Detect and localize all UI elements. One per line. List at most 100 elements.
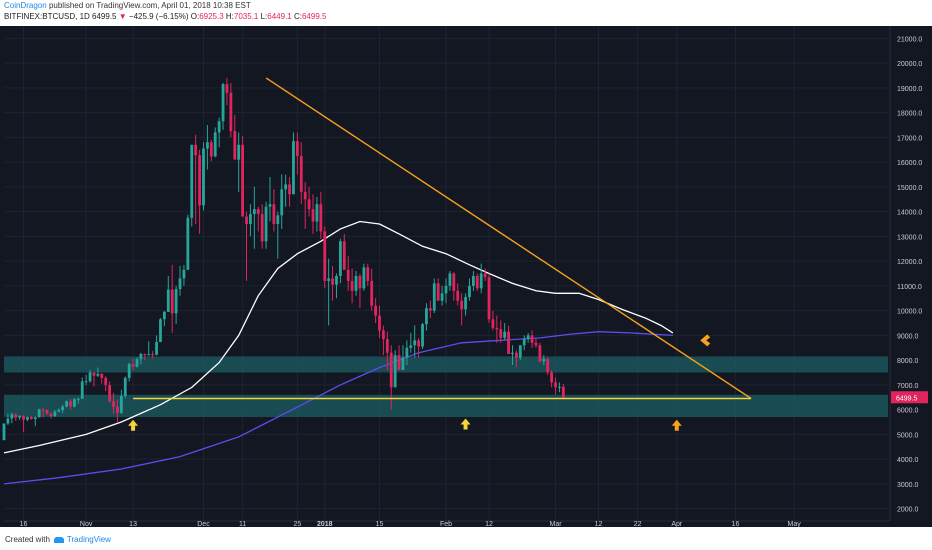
candle (155, 335, 158, 356)
candle (280, 174, 284, 229)
last-price-tag (891, 391, 928, 404)
author-link[interactable]: CoinDragon (4, 1, 47, 10)
candle-body (217, 121, 221, 133)
candle (428, 300, 432, 319)
candle-body (479, 273, 483, 289)
candle (213, 127, 217, 158)
candle (425, 303, 428, 331)
candle (178, 266, 182, 296)
candle-body (405, 347, 409, 358)
up-arrow-shape (460, 418, 471, 430)
candle-body (331, 278, 334, 285)
candle (456, 283, 460, 306)
candle-body (88, 372, 92, 382)
tradingview-link[interactable]: TradingView (66, 535, 111, 544)
time-axis-tick-label: 13 (129, 521, 137, 527)
candle-body (135, 359, 139, 367)
candle-body (421, 324, 424, 347)
candle-body (338, 241, 342, 276)
candle-body (104, 377, 108, 386)
time-axis-tick-label: 25 (293, 521, 301, 527)
candle (546, 357, 550, 375)
candle (542, 355, 546, 366)
low-value: 6449.1 (267, 12, 292, 21)
candle-body (284, 184, 288, 190)
candle (233, 115, 237, 160)
candle-body (299, 155, 303, 192)
candle-body (108, 385, 112, 402)
candle (276, 211, 280, 259)
candle-body (401, 357, 405, 371)
price-axis-tick-label: 11000.0 (897, 284, 922, 291)
candle-body (452, 273, 456, 291)
candle-body (558, 386, 561, 388)
up-arrow-icon (460, 418, 471, 430)
candle-body (225, 84, 229, 93)
time-axis-tick-label: Apr (671, 521, 683, 527)
candle-body (518, 345, 522, 358)
candle-body (382, 330, 385, 340)
candle (6, 413, 10, 425)
candle (393, 350, 397, 388)
candle-body (428, 308, 432, 311)
candle (550, 370, 554, 388)
candle (225, 77, 229, 106)
candle (554, 377, 557, 395)
candle (350, 268, 354, 304)
candle (284, 174, 288, 207)
close-label: C: (293, 12, 302, 21)
candle (530, 330, 534, 348)
candle-body (69, 401, 72, 407)
open-value: 6925.3 (199, 12, 224, 21)
candle (374, 298, 378, 323)
candle (511, 345, 514, 366)
candle-body (198, 155, 201, 206)
candle (362, 263, 366, 291)
last-price-tag-label: 6499.5 (896, 395, 918, 402)
candle (354, 271, 358, 296)
candle (382, 325, 385, 356)
candle (288, 176, 291, 207)
time-axis-tick-label: Feb (440, 521, 452, 527)
candle (127, 362, 131, 382)
candle (366, 263, 370, 286)
price-axis-tick-label: 8000.0 (897, 358, 919, 365)
chart-panel[interactable] (0, 26, 932, 527)
candle-body (29, 417, 33, 420)
candle-body (72, 399, 76, 407)
time-axis-tick-label: 16 (20, 521, 28, 527)
price-axis-tick-label: 19000.0 (897, 86, 922, 93)
candle (409, 332, 413, 353)
candle (237, 132, 241, 192)
candle-body (561, 386, 565, 398)
candle (229, 82, 233, 138)
candle (198, 149, 201, 234)
publish-info: CoinDragon published on TradingView.com,… (4, 1, 251, 10)
candle (69, 398, 72, 410)
price-chart[interactable]: 2000.0 3000.0 4000.0 5000.0 6000.0 7000.0 8000… (0, 26, 932, 527)
candle (194, 134, 198, 224)
candle-body (327, 278, 331, 281)
candle (503, 323, 507, 341)
price-axis-tick-label: 16000.0 (897, 160, 922, 167)
candle-body (151, 354, 155, 356)
support-zone (4, 394, 888, 418)
candle-body (100, 373, 104, 378)
price-axis-tick-label: 2000.0 (897, 507, 919, 514)
candle-body (366, 267, 370, 281)
candle-body (202, 148, 205, 206)
candle (483, 268, 487, 281)
candle (522, 335, 526, 351)
candle (241, 136, 245, 217)
high-label: H: (225, 12, 234, 21)
candle-body (436, 283, 440, 301)
candle-body (292, 141, 295, 195)
candle-body (464, 297, 467, 310)
candle (460, 293, 464, 326)
price-axis-tick-label: 14000.0 (897, 210, 922, 217)
candle-body (182, 269, 186, 279)
candle-body (213, 132, 217, 157)
candle (26, 416, 29, 422)
time-axis-tick-label: 11 (239, 521, 246, 527)
candle-body (276, 215, 280, 224)
